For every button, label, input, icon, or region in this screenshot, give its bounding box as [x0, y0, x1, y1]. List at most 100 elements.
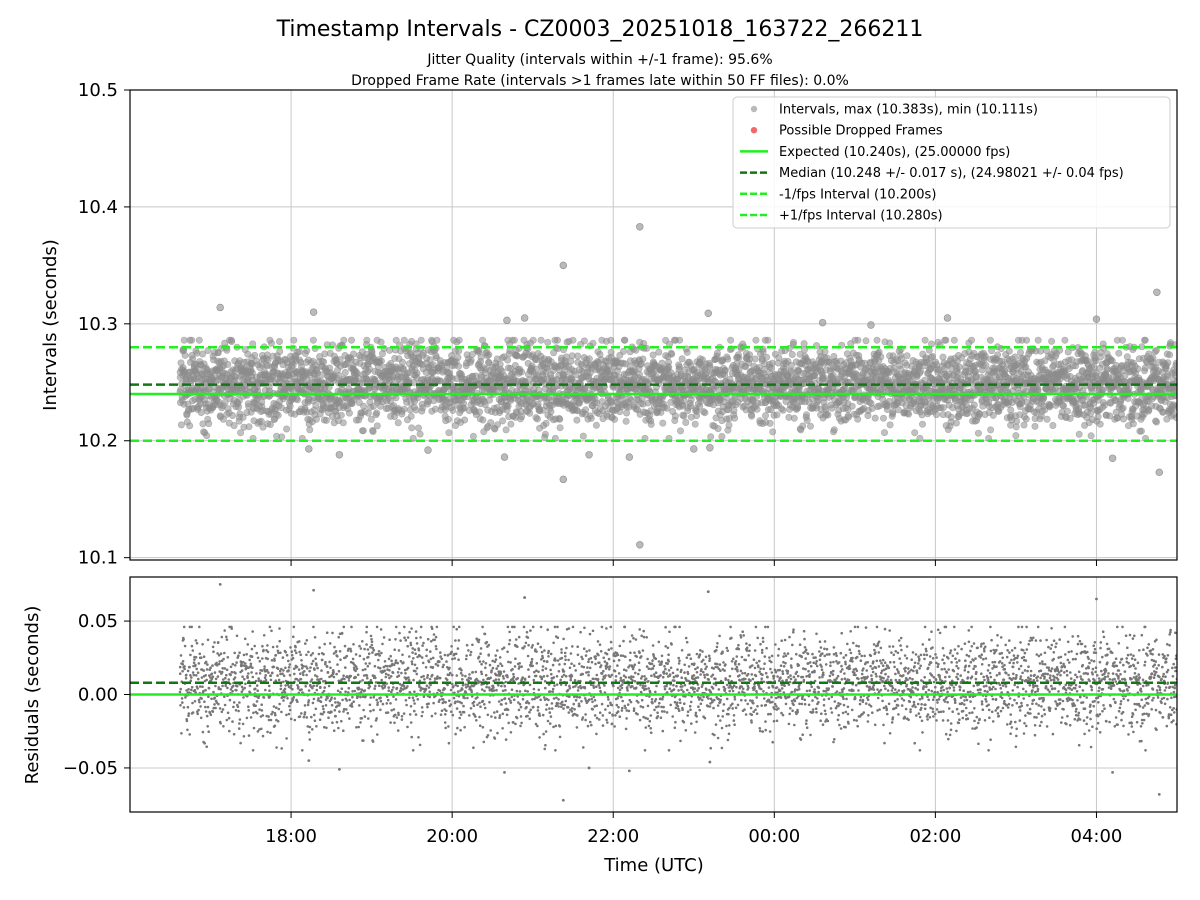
- residual-point: [279, 651, 282, 655]
- residual-point: [210, 697, 213, 701]
- residual-point: [224, 676, 227, 680]
- interval-outlier-point: [706, 444, 714, 452]
- interval-point: [676, 336, 684, 344]
- residual-point: [246, 643, 250, 646]
- interval-point: [623, 409, 631, 417]
- residual-point: [198, 685, 202, 688]
- residual-point: [230, 670, 234, 674]
- residual-point: [264, 674, 268, 677]
- interval-point: [678, 355, 686, 363]
- residual-point: [225, 635, 228, 639]
- interval-point: [824, 411, 832, 419]
- residual-point: [267, 684, 271, 688]
- interval-outlier-point: [305, 445, 313, 453]
- interval-outlier-point: [625, 453, 634, 461]
- residual-point: [218, 660, 221, 663]
- interval-point: [1031, 422, 1039, 430]
- residual-point: [231, 689, 234, 693]
- residual-point: [201, 643, 204, 646]
- residual-point: [296, 700, 299, 704]
- residual-point: [267, 715, 270, 718]
- interval-point: [504, 402, 512, 410]
- residual-point: [214, 684, 217, 688]
- interval-point: [541, 430, 549, 438]
- residual-point: [206, 705, 210, 709]
- interval-point: [707, 433, 715, 441]
- interval-point: [1063, 407, 1071, 415]
- residual-point: [190, 625, 193, 629]
- interval-point: [569, 336, 577, 344]
- residual-point: [225, 673, 228, 677]
- interval-point: [800, 340, 808, 348]
- residual-point: [228, 729, 231, 733]
- residual-point: [255, 672, 258, 675]
- legend-item-median: Median (10.248 +/- 0.017 s), (24.98021 +…: [740, 166, 1124, 181]
- interval-point: [412, 406, 420, 414]
- intervals-y-tick-label: 10.3: [78, 314, 118, 335]
- residual-point: [304, 642, 307, 645]
- residual-point: [191, 711, 195, 714]
- residual-point: [291, 687, 294, 691]
- interval-outlier-point: [1092, 315, 1101, 323]
- interval-point: [803, 416, 811, 424]
- interval-point: [341, 368, 349, 376]
- interval-point: [871, 414, 879, 422]
- residual-point: [281, 680, 285, 684]
- interval-point: [394, 419, 402, 427]
- interval-point: [659, 419, 667, 427]
- residual-point: [248, 658, 251, 662]
- interval-point: [266, 420, 274, 428]
- residual-point: [288, 673, 292, 677]
- residual-point: [223, 629, 226, 632]
- residual-point: [193, 688, 197, 692]
- residual-point: [298, 640, 301, 643]
- interval-point: [275, 337, 283, 345]
- interval-point: [682, 418, 690, 426]
- residual-point: [179, 704, 182, 707]
- residual-point: [215, 661, 218, 665]
- interval-point: [886, 339, 894, 347]
- interval-point: [1043, 415, 1051, 423]
- residual-point: [294, 645, 297, 649]
- interval-point: [320, 358, 328, 366]
- chart-title: Timestamp Intervals - CZ0003_20251018_16…: [276, 17, 924, 42]
- interval-point: [468, 350, 476, 358]
- residual-point: [191, 671, 195, 674]
- interval-point: [309, 336, 317, 344]
- interval-point: [790, 414, 798, 422]
- interval-point: [186, 422, 194, 430]
- interval-point: [455, 362, 463, 370]
- residual-point: [201, 730, 205, 734]
- interval-point: [950, 336, 958, 344]
- interval-point: [367, 415, 375, 423]
- interval-point: [1087, 432, 1095, 440]
- interval-point: [721, 366, 729, 374]
- interval-point: [854, 336, 862, 344]
- residuals-points: [178, 582, 1177, 802]
- interval-point: [499, 417, 507, 425]
- residual-point: [218, 707, 222, 710]
- residual-point: [289, 684, 293, 687]
- residual-point: [203, 700, 206, 703]
- interval-point: [1141, 336, 1149, 344]
- residual-point: [258, 708, 261, 711]
- interval-point: [994, 351, 1002, 359]
- residual-point: [225, 638, 229, 641]
- interval-point: [1120, 415, 1128, 423]
- interval-point: [718, 432, 726, 440]
- residual-point: [253, 644, 256, 648]
- residual-point: [301, 749, 304, 752]
- residual-point: [198, 700, 201, 704]
- interval-point: [485, 358, 493, 366]
- residual-point: [217, 662, 221, 666]
- residual-point: [209, 713, 213, 717]
- residual-point: [280, 710, 283, 714]
- residual-point: [216, 675, 220, 678]
- residual-point: [272, 665, 276, 669]
- interval-point: [322, 416, 330, 424]
- chart-subtitle-dropped: Dropped Frame Rate (intervals >1 frames …: [351, 73, 849, 89]
- interval-point: [283, 425, 291, 433]
- residual-point: [252, 711, 255, 715]
- residual-point: [268, 625, 272, 629]
- interval-point: [349, 350, 357, 358]
